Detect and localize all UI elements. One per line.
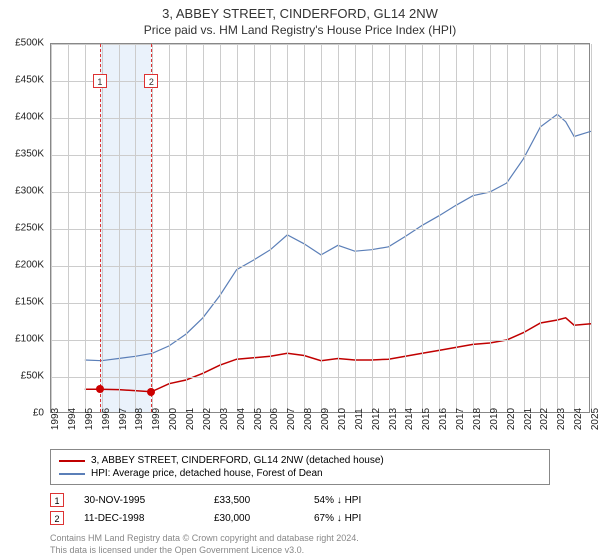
- y-tick-label: £350K: [15, 149, 44, 160]
- chart-title: 3, ABBEY STREET, CINDERFORD, GL14 2NW: [0, 0, 600, 21]
- event-marker: 1: [93, 74, 107, 88]
- x-tick-label: 2006: [269, 408, 280, 430]
- x-tick-label: 2020: [506, 408, 517, 430]
- y-tick-label: £250K: [15, 223, 44, 234]
- sale-date: 11-DEC-1998: [84, 513, 194, 524]
- sale-hpi: 67% ↓ HPI: [314, 513, 414, 524]
- sale-price: £33,500: [214, 495, 294, 506]
- x-tick-label: 2017: [455, 408, 466, 430]
- legend-item: 3, ABBEY STREET, CINDERFORD, GL14 2NW (d…: [59, 454, 541, 467]
- y-tick-label: £450K: [15, 75, 44, 86]
- legend-label: 3, ABBEY STREET, CINDERFORD, GL14 2NW (d…: [91, 455, 384, 466]
- y-tick-label: £500K: [15, 38, 44, 49]
- x-tick-label: 2021: [523, 408, 534, 430]
- y-tick-label: £300K: [15, 186, 44, 197]
- x-tick-label: 2023: [556, 408, 567, 430]
- x-tick-label: 2015: [421, 408, 432, 430]
- x-tick-label: 2009: [320, 408, 331, 430]
- x-tick-label: 2010: [337, 408, 348, 430]
- x-tick-label: 2016: [438, 408, 449, 430]
- y-tick-label: £100K: [15, 334, 44, 345]
- legend-item: HPI: Average price, detached house, Fore…: [59, 467, 541, 480]
- x-tick-label: 2012: [371, 408, 382, 430]
- chart-subtitle: Price paid vs. HM Land Registry's House …: [0, 21, 600, 43]
- sale-dot: [96, 385, 104, 393]
- y-tick-label: £0: [33, 408, 44, 419]
- x-tick-label: 2019: [489, 408, 500, 430]
- y-tick-label: £50K: [21, 371, 44, 382]
- sale-marker: 2: [50, 511, 64, 525]
- x-tick-label: 2018: [472, 408, 483, 430]
- footer-line-1: Contains HM Land Registry data © Crown c…: [50, 533, 550, 545]
- footer-line-2: This data is licensed under the Open Gov…: [50, 545, 550, 557]
- plot-surface: 12: [50, 43, 590, 413]
- x-tick-label: 2011: [354, 408, 365, 430]
- x-tick-label: 2014: [404, 408, 415, 430]
- legend: 3, ABBEY STREET, CINDERFORD, GL14 2NW (d…: [50, 449, 550, 485]
- chart-container: 3, ABBEY STREET, CINDERFORD, GL14 2NW Pr…: [0, 0, 600, 560]
- x-tick-label: 2003: [219, 408, 230, 430]
- x-tick-label: 2005: [253, 408, 264, 430]
- sale-date: 30-NOV-1995: [84, 495, 194, 506]
- x-tick-label: 1998: [134, 408, 145, 430]
- sale-row: 1 30-NOV-1995 £33,500 54% ↓ HPI: [50, 491, 550, 509]
- legend-swatch: [59, 473, 85, 475]
- sale-dot: [147, 388, 155, 396]
- sale-hpi: 54% ↓ HPI: [314, 495, 414, 506]
- x-tick-label: 2024: [573, 408, 584, 430]
- x-tick-label: 2022: [539, 408, 550, 430]
- event-marker: 2: [144, 74, 158, 88]
- x-tick-label: 1994: [67, 408, 78, 430]
- x-tick-label: 2004: [236, 408, 247, 430]
- x-tick-label: 2001: [185, 408, 196, 430]
- x-tick-label: 2000: [168, 408, 179, 430]
- sales-table: 1 30-NOV-1995 £33,500 54% ↓ HPI 2 11-DEC-1998…: [50, 491, 550, 527]
- y-tick-label: £150K: [15, 297, 44, 308]
- x-tick-label: 1995: [84, 408, 95, 430]
- sale-row: 2 11-DEC-1998 £30,000 67% ↓ HPI: [50, 509, 550, 527]
- x-tick-label: 2025: [590, 408, 600, 430]
- sale-price: £30,000: [214, 513, 294, 524]
- x-tick-label: 1997: [118, 408, 129, 430]
- x-tick-label: 1996: [101, 408, 112, 430]
- x-tick-label: 2008: [303, 408, 314, 430]
- x-tick-label: 2002: [202, 408, 213, 430]
- x-tick-label: 2013: [388, 408, 399, 430]
- sale-marker: 1: [50, 493, 64, 507]
- chart-plot-area: 12 £0£50K£100K£150K£200K£250K£300K£350K£…: [50, 43, 590, 413]
- x-tick-label: 1993: [50, 408, 61, 430]
- legend-swatch: [59, 460, 85, 462]
- y-tick-label: £400K: [15, 112, 44, 123]
- y-tick-label: £200K: [15, 260, 44, 271]
- legend-label: HPI: Average price, detached house, Fore…: [91, 468, 323, 479]
- x-tick-label: 2007: [286, 408, 297, 430]
- x-tick-label: 1999: [151, 408, 162, 430]
- footer-attribution: Contains HM Land Registry data © Crown c…: [50, 533, 550, 556]
